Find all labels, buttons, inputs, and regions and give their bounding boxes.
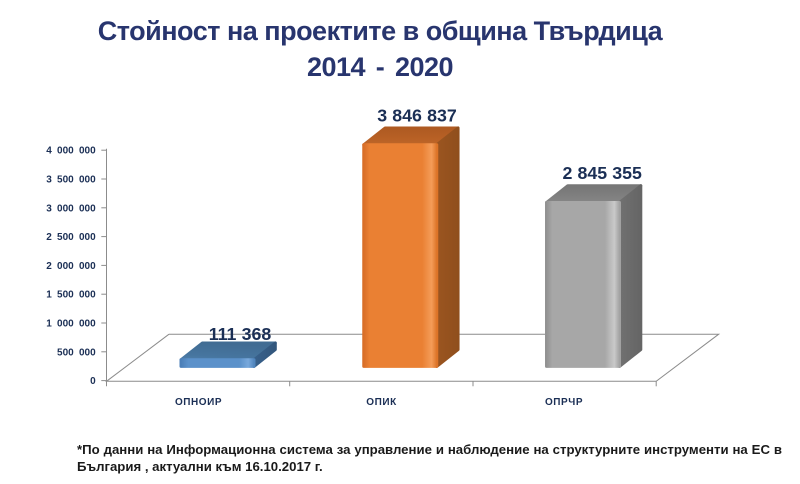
- svg-text:ОПИК: ОПИК: [366, 397, 397, 408]
- svg-text:3 500 000: 3 500 000: [46, 175, 96, 186]
- svg-text:3 846 837: 3 846 837: [377, 106, 457, 126]
- svg-text:ОПРЧР: ОПРЧР: [545, 397, 583, 408]
- svg-text:2 000 000: 2 000 000: [46, 261, 96, 272]
- svg-text:2 845 355: 2 845 355: [562, 163, 642, 183]
- svg-text:111 368: 111 368: [209, 324, 272, 344]
- svg-text:0: 0: [90, 376, 96, 387]
- svg-text:4 000 000: 4 000 000: [46, 146, 96, 157]
- svg-text:ОПНОИР: ОПНОИР: [175, 397, 222, 408]
- svg-text:1 000 000: 1 000 000: [46, 319, 96, 330]
- svg-text:2 500 000: 2 500 000: [46, 232, 96, 243]
- svg-text:1 500 000: 1 500 000: [46, 290, 96, 301]
- svg-text:3 000 000: 3 000 000: [46, 203, 96, 214]
- svg-text:500 000: 500 000: [57, 347, 96, 358]
